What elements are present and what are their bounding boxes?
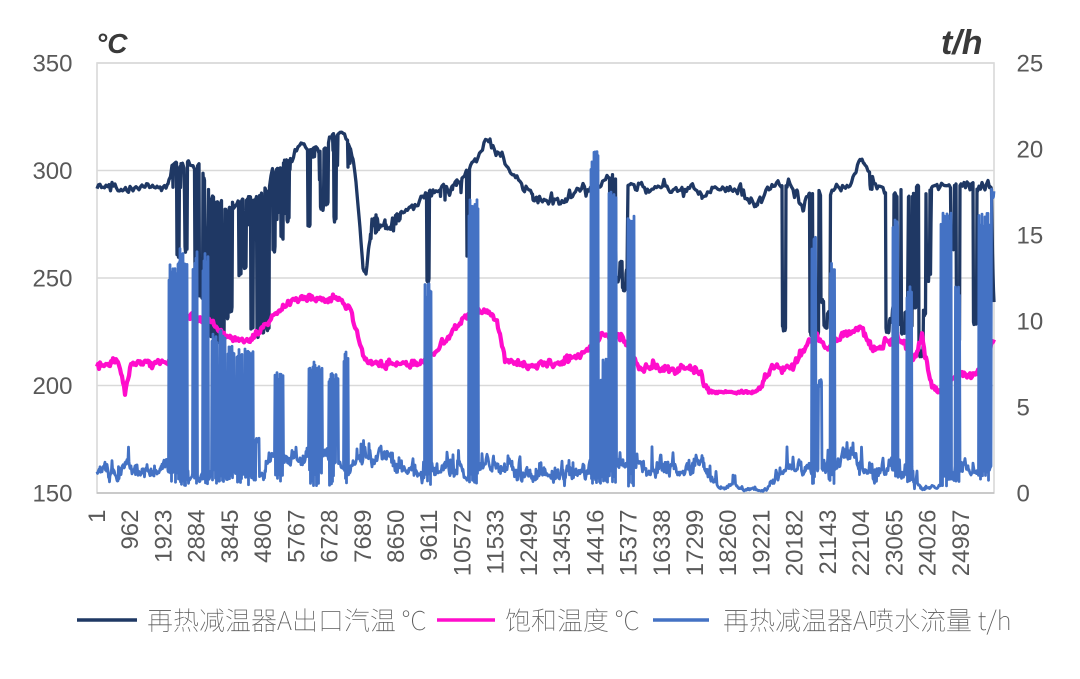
- svg-text:5: 5: [1017, 395, 1030, 422]
- svg-text:18260: 18260: [715, 510, 742, 577]
- svg-text:t/h: t/h: [941, 24, 983, 62]
- svg-text:15377: 15377: [616, 510, 643, 577]
- svg-text:0: 0: [1017, 481, 1030, 508]
- svg-text:1: 1: [84, 510, 111, 523]
- svg-text:23065: 23065: [881, 510, 908, 577]
- svg-text:°C: °C: [96, 28, 128, 59]
- svg-text:22104: 22104: [848, 510, 875, 577]
- svg-text:20182: 20182: [782, 510, 809, 577]
- svg-text:9611: 9611: [416, 510, 443, 562]
- svg-text:3845: 3845: [217, 510, 244, 563]
- svg-text:5767: 5767: [283, 510, 310, 563]
- svg-text:25: 25: [1017, 51, 1044, 78]
- svg-text:10: 10: [1017, 309, 1044, 336]
- svg-text:6728: 6728: [317, 510, 344, 563]
- svg-text:150: 150: [32, 481, 72, 508]
- svg-text:19221: 19221: [748, 510, 775, 577]
- svg-text:13455: 13455: [549, 510, 576, 577]
- svg-text:20: 20: [1017, 137, 1044, 164]
- svg-text:12494: 12494: [516, 510, 543, 577]
- svg-text:8650: 8650: [383, 510, 410, 563]
- svg-text:2884: 2884: [184, 510, 211, 563]
- svg-text:7689: 7689: [350, 510, 377, 563]
- svg-text:24026: 24026: [915, 510, 942, 577]
- svg-text:962: 962: [117, 510, 144, 550]
- svg-text:1923: 1923: [151, 510, 178, 563]
- svg-text:250: 250: [32, 266, 72, 293]
- svg-text:10572: 10572: [449, 510, 476, 577]
- svg-text:14416: 14416: [582, 510, 609, 577]
- svg-text:200: 200: [32, 373, 72, 400]
- svg-text:11533: 11533: [483, 510, 510, 575]
- svg-text:300: 300: [32, 158, 72, 185]
- svg-text:16338: 16338: [649, 510, 676, 577]
- svg-text:24987: 24987: [948, 510, 975, 577]
- svg-text:350: 350: [32, 51, 72, 78]
- svg-text:15: 15: [1017, 223, 1044, 250]
- svg-text:4806: 4806: [250, 510, 277, 563]
- svg-text:21143: 21143: [815, 510, 842, 575]
- svg-text:17299: 17299: [682, 510, 709, 577]
